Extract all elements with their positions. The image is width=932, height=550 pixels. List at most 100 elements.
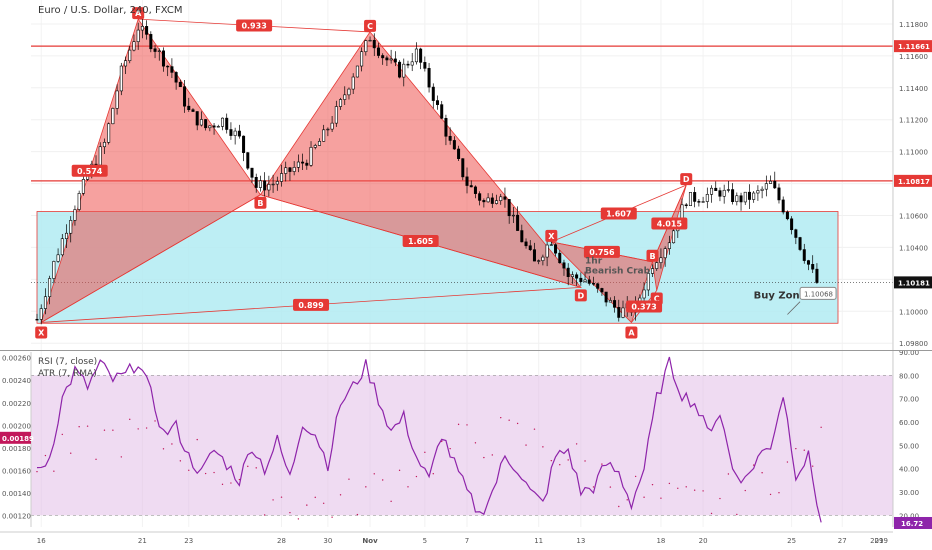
point-label: A bbox=[135, 9, 142, 18]
atr-dot bbox=[289, 511, 291, 514]
time-tick: 16 bbox=[37, 537, 46, 545]
atr-dot bbox=[584, 460, 586, 462]
ratio-label-bg bbox=[651, 217, 688, 230]
candle-body bbox=[81, 179, 85, 194]
candle-body bbox=[537, 260, 541, 262]
atr-dot bbox=[769, 493, 772, 496]
atr-dot bbox=[441, 440, 443, 443]
atr-tag-bg bbox=[0, 431, 31, 444]
atr-dot bbox=[188, 469, 190, 471]
indicator-legend: RSI (7, close) ATR (7, RMA) bbox=[38, 356, 97, 380]
candle-body bbox=[554, 244, 558, 254]
target-label: 1.10068 bbox=[804, 290, 833, 298]
point-label: D bbox=[683, 175, 690, 184]
candle-body bbox=[187, 105, 191, 110]
candle-body bbox=[119, 65, 123, 92]
candle-body bbox=[149, 34, 153, 50]
candle-body bbox=[663, 248, 667, 259]
candle-body bbox=[541, 256, 545, 261]
atr-dot bbox=[786, 461, 789, 463]
candle-body bbox=[528, 245, 532, 250]
atr-dot bbox=[618, 505, 620, 508]
atr-dot bbox=[154, 420, 156, 422]
atr-dot bbox=[677, 487, 679, 489]
candle-body bbox=[229, 129, 233, 136]
point-label-bg bbox=[254, 196, 267, 209]
candle-body bbox=[672, 230, 676, 244]
candle-body bbox=[77, 193, 81, 210]
candle-body bbox=[153, 48, 157, 52]
atr-dot bbox=[550, 459, 553, 462]
candle-body bbox=[69, 220, 73, 234]
rsi-tick: 30.00 bbox=[899, 489, 919, 497]
ratio-label-bg bbox=[236, 19, 273, 32]
candle-body bbox=[503, 196, 507, 200]
candle-body bbox=[322, 129, 326, 142]
chart-title: Euro / U.S. Dollar, 240, FXCM bbox=[38, 5, 183, 16]
candle-body bbox=[655, 262, 659, 269]
ratio-label: 0.373 bbox=[631, 302, 656, 311]
atr-tick: 0.00120 bbox=[2, 513, 31, 521]
candle-body bbox=[806, 260, 810, 265]
candle-body bbox=[385, 57, 389, 61]
time-tick: Nov bbox=[362, 537, 378, 545]
candle-body bbox=[242, 135, 246, 153]
candle-body bbox=[558, 252, 562, 264]
candle-body bbox=[48, 278, 52, 298]
candle-body bbox=[288, 167, 292, 172]
atr-tick: 0.00260 bbox=[2, 355, 31, 363]
atr-dot bbox=[702, 490, 704, 492]
rsi-pane bbox=[31, 356, 893, 523]
candle-body bbox=[347, 88, 351, 96]
atr-dot bbox=[567, 459, 569, 461]
rsi-tick: 50.00 bbox=[899, 442, 919, 450]
candle-body bbox=[301, 161, 305, 164]
candle-body bbox=[393, 58, 397, 63]
atr-dot bbox=[424, 451, 426, 454]
ratio-label-bg bbox=[626, 300, 663, 313]
pane-separator[interactable] bbox=[0, 350, 932, 351]
rsi-band bbox=[31, 375, 893, 516]
price-tick: 1.11400 bbox=[899, 85, 928, 93]
candle-body bbox=[435, 100, 439, 105]
candle-body bbox=[583, 279, 587, 282]
candle-body bbox=[102, 142, 106, 148]
rsi-tick: 90.00 bbox=[899, 349, 919, 357]
atr-tick: 0.00160 bbox=[2, 468, 31, 476]
point-label-bg bbox=[364, 19, 377, 32]
price-tag: 1.10817 bbox=[898, 178, 930, 186]
price-tick: 1.10400 bbox=[899, 244, 928, 252]
atr-dot bbox=[120, 456, 123, 458]
candle-body bbox=[545, 244, 549, 258]
time-tick: 28 bbox=[277, 537, 286, 545]
atr-dot bbox=[213, 471, 215, 474]
candle-body bbox=[747, 191, 751, 200]
atr-dot bbox=[95, 458, 97, 461]
time-tick: 13 bbox=[576, 537, 585, 545]
candle-body bbox=[326, 128, 330, 131]
candle-body bbox=[410, 61, 414, 66]
candle-body bbox=[469, 185, 473, 188]
atr-dot bbox=[221, 483, 224, 486]
candle-body bbox=[667, 242, 671, 249]
candle-body bbox=[591, 283, 595, 285]
point-label-bg bbox=[132, 7, 145, 20]
atr-dot bbox=[660, 497, 662, 499]
ratio-label: 1.607 bbox=[606, 210, 631, 219]
candle-body bbox=[608, 300, 612, 303]
candle-body bbox=[752, 192, 756, 200]
ratio-label: 0.899 bbox=[298, 301, 324, 310]
time-tick: 7 bbox=[465, 537, 469, 545]
candle-body bbox=[735, 195, 739, 202]
atr-dot bbox=[643, 496, 645, 498]
candle-body bbox=[309, 147, 313, 166]
point-label: B bbox=[649, 252, 655, 261]
candle-body bbox=[790, 218, 794, 231]
atr-dot bbox=[457, 423, 460, 426]
candle-body bbox=[39, 308, 43, 320]
candle-body bbox=[722, 189, 726, 197]
candle-body bbox=[490, 197, 494, 204]
candle-body bbox=[427, 68, 431, 88]
